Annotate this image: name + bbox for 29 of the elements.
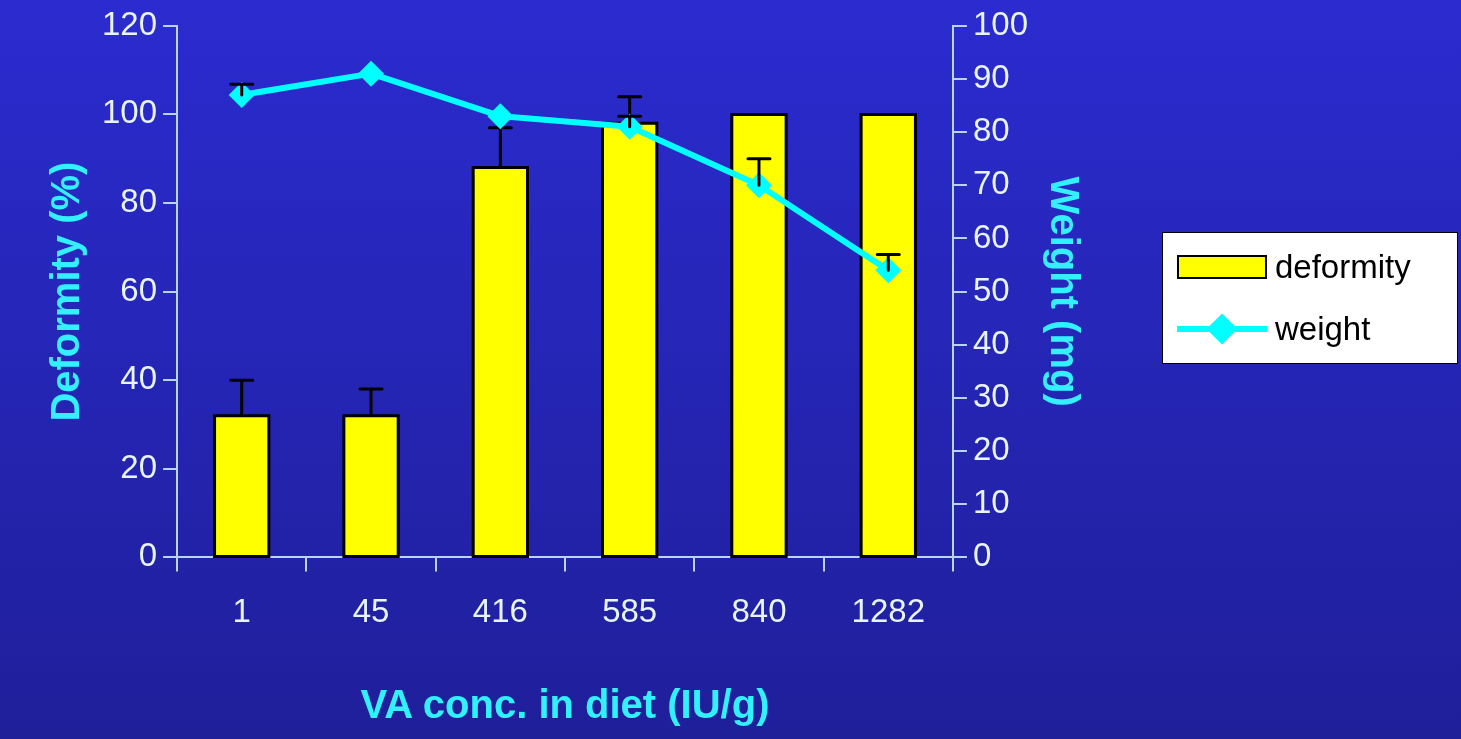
x-axis-title: VA conc. in diet (IU/g) (360, 682, 770, 727)
x-tick-label: 585 (602, 592, 658, 630)
x-tick-label: 840 (731, 592, 787, 630)
x-tick-label: 416 (472, 592, 528, 630)
y2-tick-label: 70 (972, 164, 1010, 202)
y2-tick-label: 0 (972, 536, 992, 574)
x-tick-label: 1282 (851, 592, 925, 630)
y-axis-title: Deformity (%) (43, 161, 88, 422)
y-tick-label: 20 (120, 447, 158, 485)
y-tick-label: 120 (102, 4, 158, 42)
legend-label: weight (1275, 310, 1371, 348)
y2-tick-label: 30 (972, 377, 1010, 415)
y-tick-label: 80 (120, 182, 158, 220)
y-tick-label: 40 (120, 359, 158, 397)
y2-tick-label: 50 (972, 270, 1010, 308)
y-tick-label: 0 (138, 536, 158, 574)
y2-tick-label: 60 (972, 217, 1010, 255)
y2-tick-label: 80 (972, 111, 1010, 149)
y2-tick-label: 100 (972, 4, 1028, 42)
y2-tick-label: 40 (972, 323, 1010, 361)
y2-tick-label: 20 (972, 430, 1010, 468)
y2-axis-title: Weight (mg) (1042, 176, 1087, 407)
text: deformity (1275, 248, 1411, 286)
y-tick-label: 100 (102, 93, 158, 131)
x-tick-label: 1 (232, 592, 251, 630)
y-tick-label: 60 (120, 270, 158, 308)
y2-tick-label: 10 (972, 483, 1010, 521)
x-tick-label: 45 (352, 592, 390, 630)
y2-tick-label: 90 (972, 58, 1010, 96)
